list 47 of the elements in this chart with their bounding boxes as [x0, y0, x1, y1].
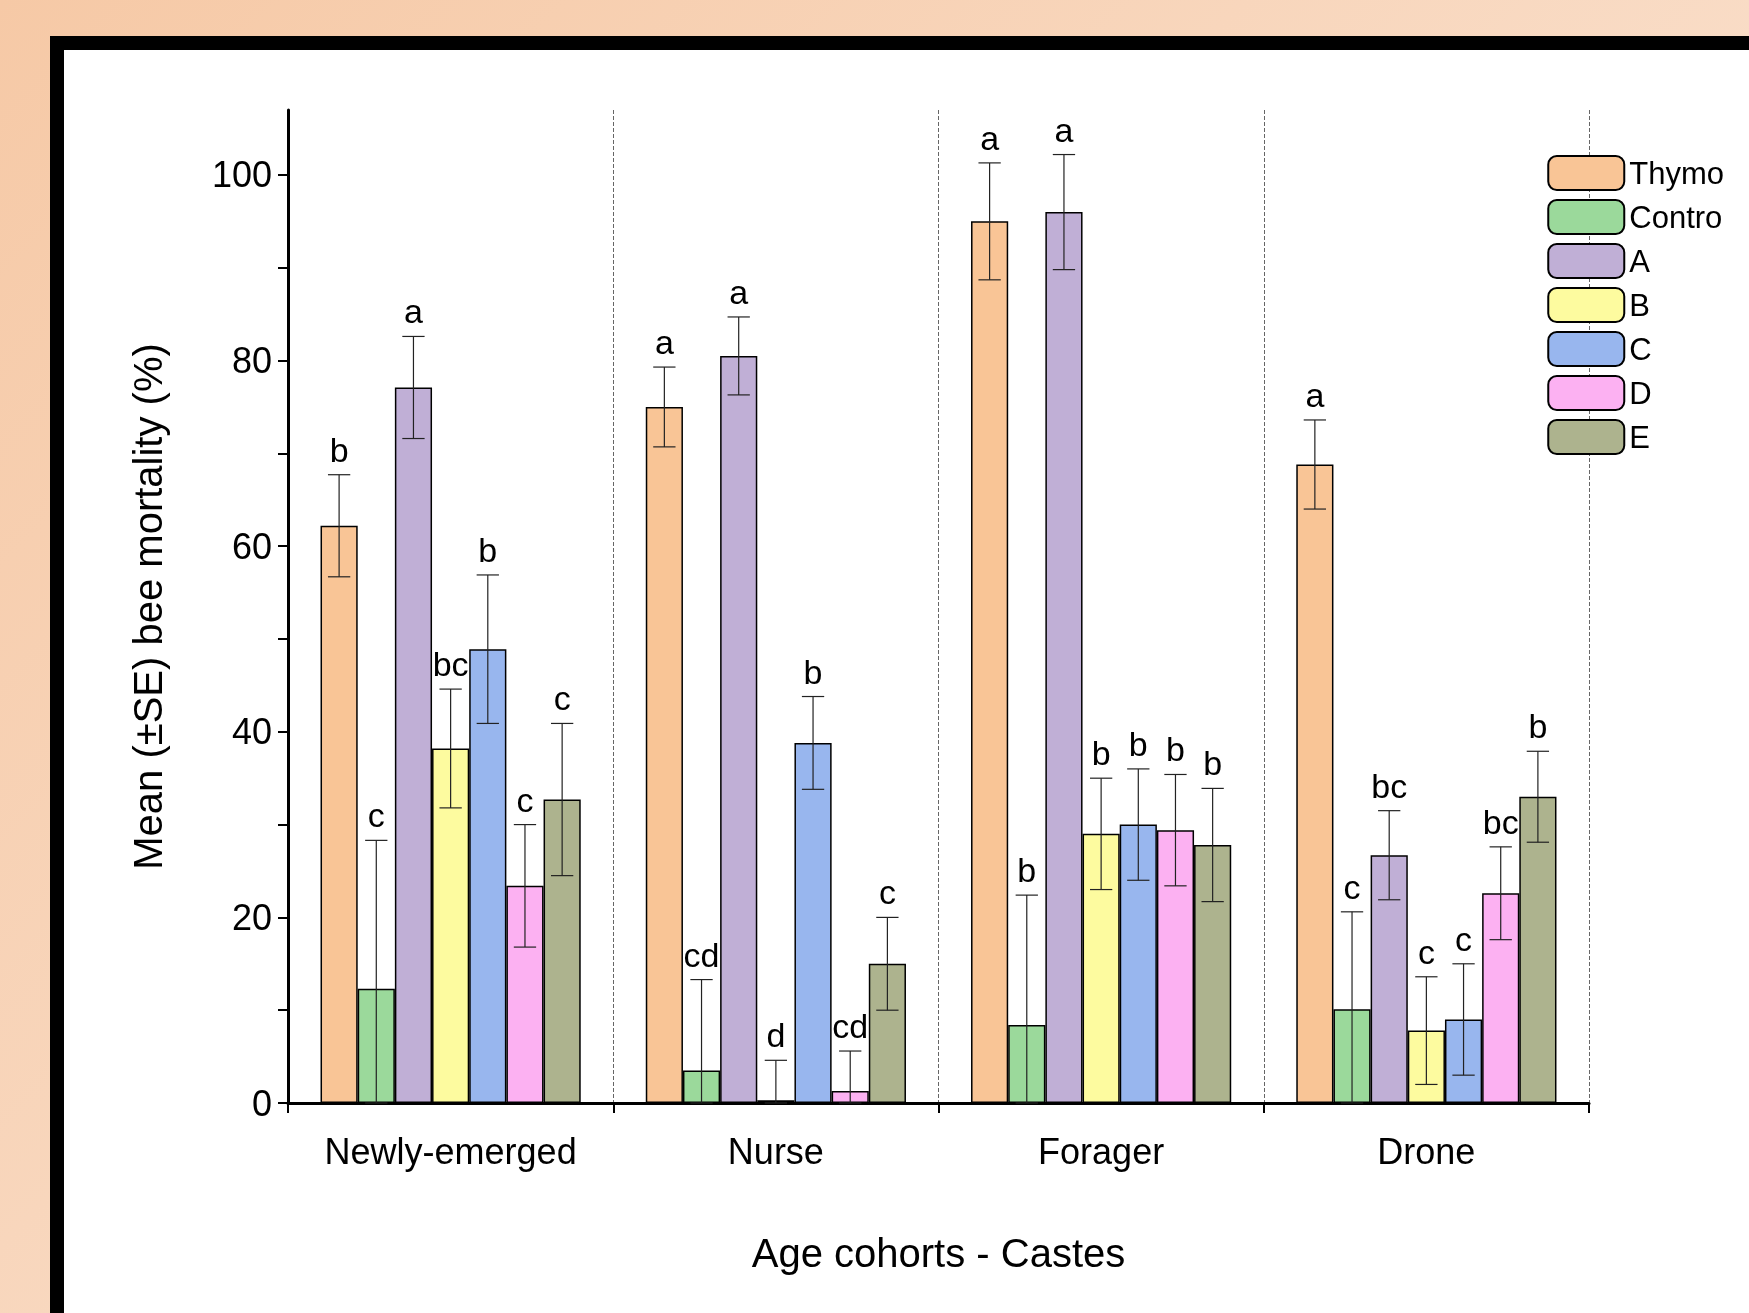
- annotation: b: [1017, 851, 1037, 890]
- annotation: b: [1203, 744, 1223, 783]
- legend-label: E: [1629, 419, 1650, 455]
- annotation: a: [980, 118, 1000, 157]
- y-tick-label: 100: [211, 154, 272, 196]
- y-tick-label: 20: [231, 896, 272, 938]
- annotation: c: [367, 796, 385, 835]
- y-tick-label: 80: [231, 340, 272, 382]
- annotation: a: [654, 323, 674, 362]
- y-tick-label: 60: [231, 525, 272, 567]
- legend-label: B: [1629, 287, 1650, 323]
- x-tick-label: Newly-emerged: [324, 1130, 577, 1172]
- annotation: c: [516, 780, 534, 819]
- y-tick-label: 40: [231, 711, 272, 753]
- annotation: d: [766, 1016, 786, 1055]
- annotation: b: [1091, 734, 1111, 773]
- annotation: b: [1166, 730, 1185, 769]
- annotation: b: [1128, 724, 1148, 763]
- annotation: b: [478, 530, 498, 569]
- annotation: cd: [683, 935, 720, 974]
- annotation: c: [553, 679, 571, 718]
- annotation: b: [1528, 707, 1548, 746]
- legend-label: Contro: [1629, 199, 1723, 235]
- annotation: c: [878, 873, 896, 912]
- annotation: cd: [832, 1007, 869, 1046]
- annotation: a: [1054, 110, 1074, 149]
- annotation: b: [329, 430, 349, 469]
- legend-label: A: [1629, 243, 1651, 279]
- y-tick-label: 0: [251, 1082, 272, 1124]
- annotation: b: [803, 652, 823, 691]
- legend-label: D: [1629, 375, 1652, 411]
- annotation: a: [729, 272, 749, 311]
- annotation: a: [1305, 375, 1325, 414]
- legend-label: Thymo: [1629, 155, 1725, 191]
- x-tick-label: Drone: [1377, 1130, 1476, 1172]
- legend-label: C: [1629, 331, 1652, 367]
- annotation: bc: [1482, 802, 1519, 841]
- annotation: a: [403, 292, 423, 331]
- annotation: bc: [432, 645, 469, 684]
- x-tick-label: Nurse: [727, 1130, 824, 1172]
- annotation: c: [1343, 867, 1361, 906]
- x-tick-label: Forager: [1038, 1130, 1165, 1172]
- y-axis-title: Mean (±SE) bee mortality (%): [126, 343, 170, 870]
- annotation: c: [1417, 932, 1435, 971]
- annotation: c: [1455, 919, 1473, 958]
- annotation: bc: [1371, 766, 1408, 805]
- x-axis-title: Age cohorts - Castes: [751, 1231, 1126, 1275]
